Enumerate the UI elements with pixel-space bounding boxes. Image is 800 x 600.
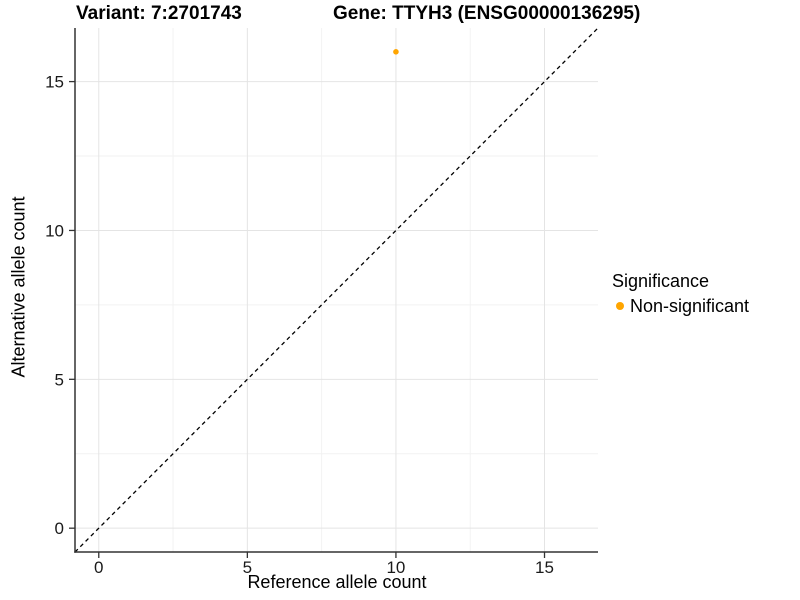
x-axis-title: Reference allele count <box>247 572 427 592</box>
identity-line <box>74 27 599 553</box>
legend-entry-non-significant: Non-significant <box>612 295 749 317</box>
y-tick-label: 15 <box>45 73 64 92</box>
y-tick-label: 0 <box>55 519 64 538</box>
legend-entry-label: Non-significant <box>630 296 750 316</box>
y-tick-label: 5 <box>55 370 64 389</box>
x-tick-label: 0 <box>94 558 103 577</box>
gene-title: Gene: TTYH3 (ENSG00000136295) <box>333 3 641 24</box>
y-axis-title: Alternative allele count <box>8 196 29 378</box>
data-point <box>393 49 399 55</box>
variant-title: Variant: 7:2701743 <box>76 3 242 24</box>
legend-point-icon <box>616 302 624 310</box>
x-tick-label: 10 <box>386 558 405 577</box>
legend: Significance Non-significant <box>612 270 749 317</box>
y-tick-label: 10 <box>45 221 64 240</box>
x-tick-label: 15 <box>535 558 554 577</box>
x-tick-label: 5 <box>243 558 252 577</box>
legend-title: Significance <box>612 271 710 291</box>
